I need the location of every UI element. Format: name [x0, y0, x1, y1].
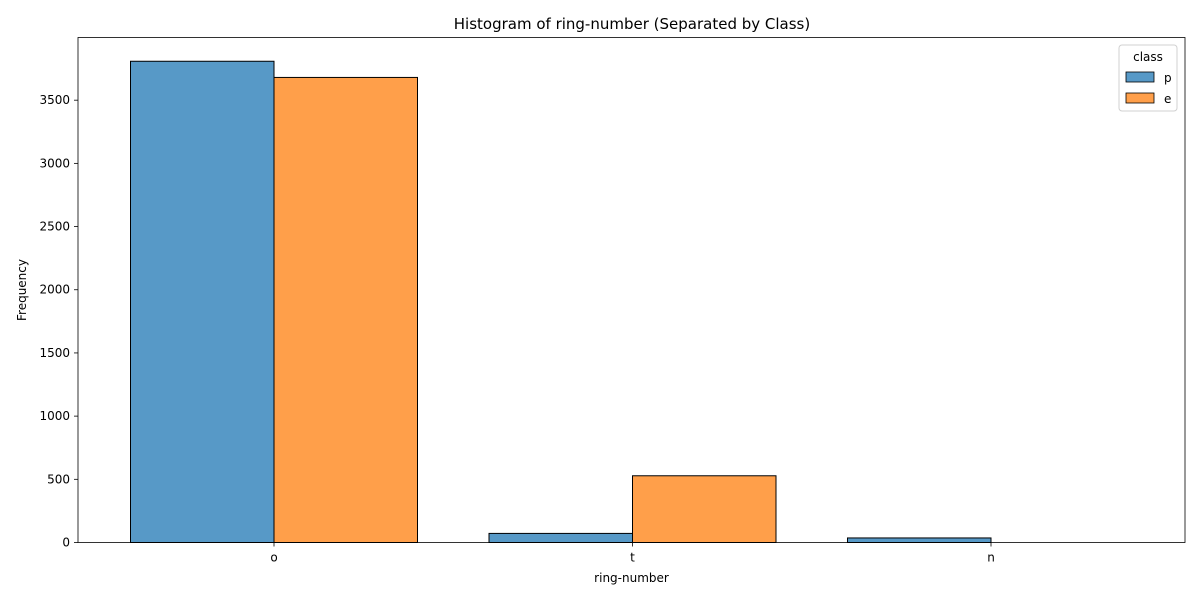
x-tick-label-n: n: [987, 551, 995, 565]
bar-e-t: [632, 475, 777, 544]
y-tick-label: 3000: [39, 156, 70, 170]
x-axis-label: ring-number: [594, 571, 669, 585]
chart-title: Histogram of ring-number (Separated by C…: [454, 15, 810, 33]
bars-group: [130, 60, 992, 544]
bar-e-o: [273, 76, 418, 543]
y-axis-ticks: 0 500 1000 1500 2000 2500 3000 3500: [39, 93, 78, 550]
legend-swatch-p: [1125, 71, 1155, 83]
x-tick-label-t: t: [630, 551, 635, 565]
y-tick-label: 0: [62, 536, 70, 550]
bar-p-o: [130, 60, 275, 543]
y-tick-label: 2500: [39, 220, 70, 234]
y-tick-label: 1500: [39, 346, 70, 360]
legend-label-e: e: [1164, 92, 1171, 106]
legend-label-p: p: [1164, 71, 1172, 85]
y-tick-label: 2000: [39, 283, 70, 297]
plot-frame: [77, 37, 1186, 543]
bar-p-n: [847, 537, 992, 543]
y-tick-label: 1000: [39, 409, 70, 423]
legend: class p e: [1118, 44, 1178, 112]
y-axis-label: Frequency: [15, 259, 29, 321]
y-tick-label: 3500: [39, 93, 70, 107]
legend-swatch-e: [1125, 92, 1155, 104]
legend-title: class: [1133, 50, 1163, 64]
x-tick-label-o: o: [270, 551, 277, 565]
bar-p-t: [488, 532, 633, 543]
y-tick-label: 500: [47, 472, 70, 486]
